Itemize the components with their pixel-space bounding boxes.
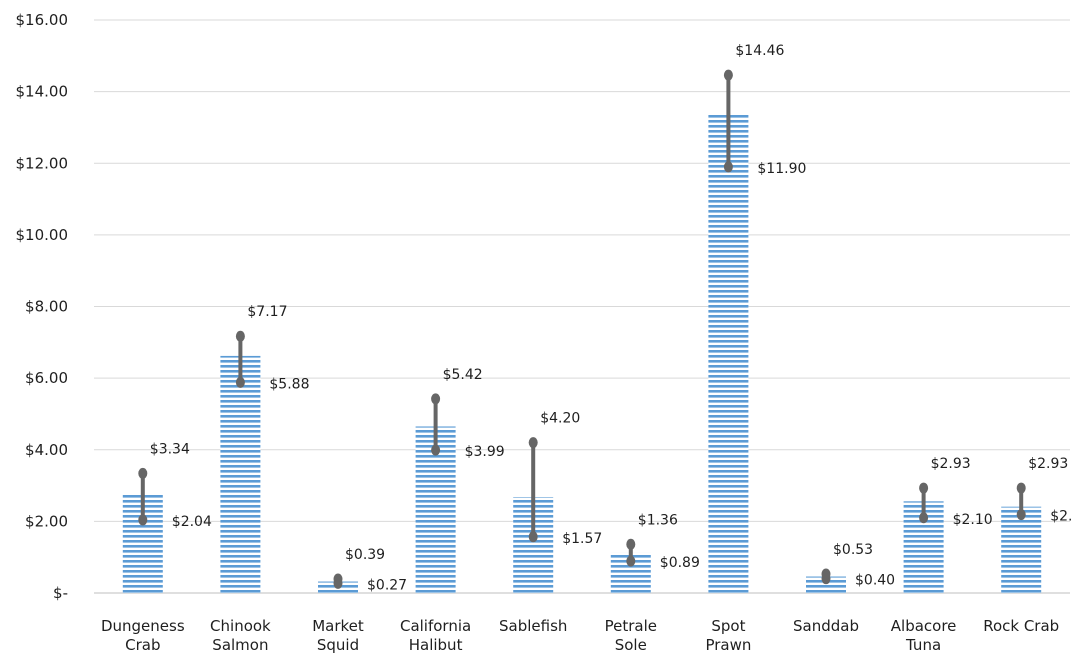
- range-high-marker: [919, 482, 929, 494]
- range-low-label: $3.99: [465, 444, 505, 460]
- range-low-marker: [1016, 509, 1026, 521]
- range-low-label: $0.40: [855, 573, 895, 589]
- y-tick-label: $-: [53, 584, 68, 602]
- range-high-marker: [138, 467, 148, 479]
- y-tick-label: $8.00: [25, 298, 68, 316]
- category-label: Market: [312, 617, 364, 635]
- range-low-label: $0.27: [367, 577, 407, 593]
- range-low-marker: [138, 514, 148, 526]
- y-tick-label: $6.00: [25, 369, 68, 387]
- category-label: Rock Crab: [983, 617, 1059, 635]
- range-low-label: $2.04: [172, 514, 212, 530]
- category-label: Chinook: [210, 617, 271, 635]
- category-label: California: [400, 617, 471, 635]
- range-high-marker: [723, 69, 733, 81]
- category-label: Dungeness: [101, 617, 185, 635]
- category-label: Sanddab: [793, 617, 859, 635]
- bar: [1001, 506, 1042, 593]
- category-label: Salmon: [212, 636, 268, 653]
- range-high-label: $2.93: [1028, 456, 1068, 472]
- range-low-label: $2.10: [953, 512, 993, 528]
- range-high-label: $5.42: [443, 367, 483, 383]
- range-high-marker: [1016, 482, 1026, 494]
- bar: [806, 576, 846, 593]
- range-high-marker: [821, 568, 831, 580]
- range-high-label: $7.17: [247, 304, 287, 320]
- range-low-marker: [235, 376, 245, 388]
- category-label: Spot: [711, 617, 745, 635]
- y-tick-label: $16.00: [16, 11, 69, 29]
- y-tick-label: $12.00: [16, 154, 69, 172]
- category-label: Prawn: [705, 636, 751, 653]
- range-low-marker: [919, 512, 929, 524]
- category-label: Albacore: [891, 617, 957, 635]
- range-high-label: $4.20: [540, 411, 580, 427]
- y-tick-label: $4.00: [25, 441, 68, 459]
- range-high-marker: [431, 393, 441, 405]
- category-label: Tuna: [905, 636, 941, 653]
- range-high-marker: [626, 538, 636, 550]
- y-tick-label: $14.00: [16, 83, 69, 101]
- range-high-label: $1.36: [638, 512, 678, 528]
- range-high-label: $0.39: [345, 547, 385, 563]
- range-lines: [138, 69, 1026, 589]
- range-low-marker: [431, 444, 441, 456]
- category-label: Crab: [125, 636, 160, 653]
- range-low-marker: [723, 161, 733, 173]
- range-low-marker: [528, 531, 538, 543]
- category-label: Halibut: [409, 636, 463, 653]
- range-high-label: $0.53: [833, 542, 873, 558]
- range-high-marker: [333, 573, 343, 585]
- range-low-label: $11.90: [757, 161, 806, 177]
- category-label: Sablefish: [499, 617, 567, 635]
- y-axis-tick-labels: $- $2.00 $4.00 $6.00 $8.00 $10.00 $12.00 $14.00…: [16, 11, 69, 602]
- category-label: Sole: [615, 636, 647, 653]
- category-label: Petrale: [605, 617, 657, 635]
- range-high-label: $14.46: [735, 43, 784, 59]
- y-tick-label: $2.00: [25, 512, 68, 530]
- range-low-marker: [626, 555, 636, 567]
- bar: [220, 355, 261, 593]
- range-high-marker: [235, 330, 245, 342]
- range-low-label: $0.89: [660, 555, 700, 571]
- range-high-label: $3.34: [150, 441, 190, 457]
- range-high-label: $2.93: [931, 456, 971, 472]
- range-low-label: $2.19: [1050, 509, 1074, 525]
- range-low-label: $5.88: [269, 376, 309, 392]
- range-low-label: $1.57: [562, 531, 602, 547]
- range-high-marker: [528, 437, 538, 449]
- data-labels: $3.34 $2.04 $7.17 $5.88 $0.39 $0.27 $5.42 $3.99…: [150, 43, 1074, 593]
- category-label: Squid: [317, 636, 359, 653]
- y-tick-label: $10.00: [16, 226, 69, 244]
- bar: [708, 113, 749, 594]
- bars: [122, 113, 1042, 594]
